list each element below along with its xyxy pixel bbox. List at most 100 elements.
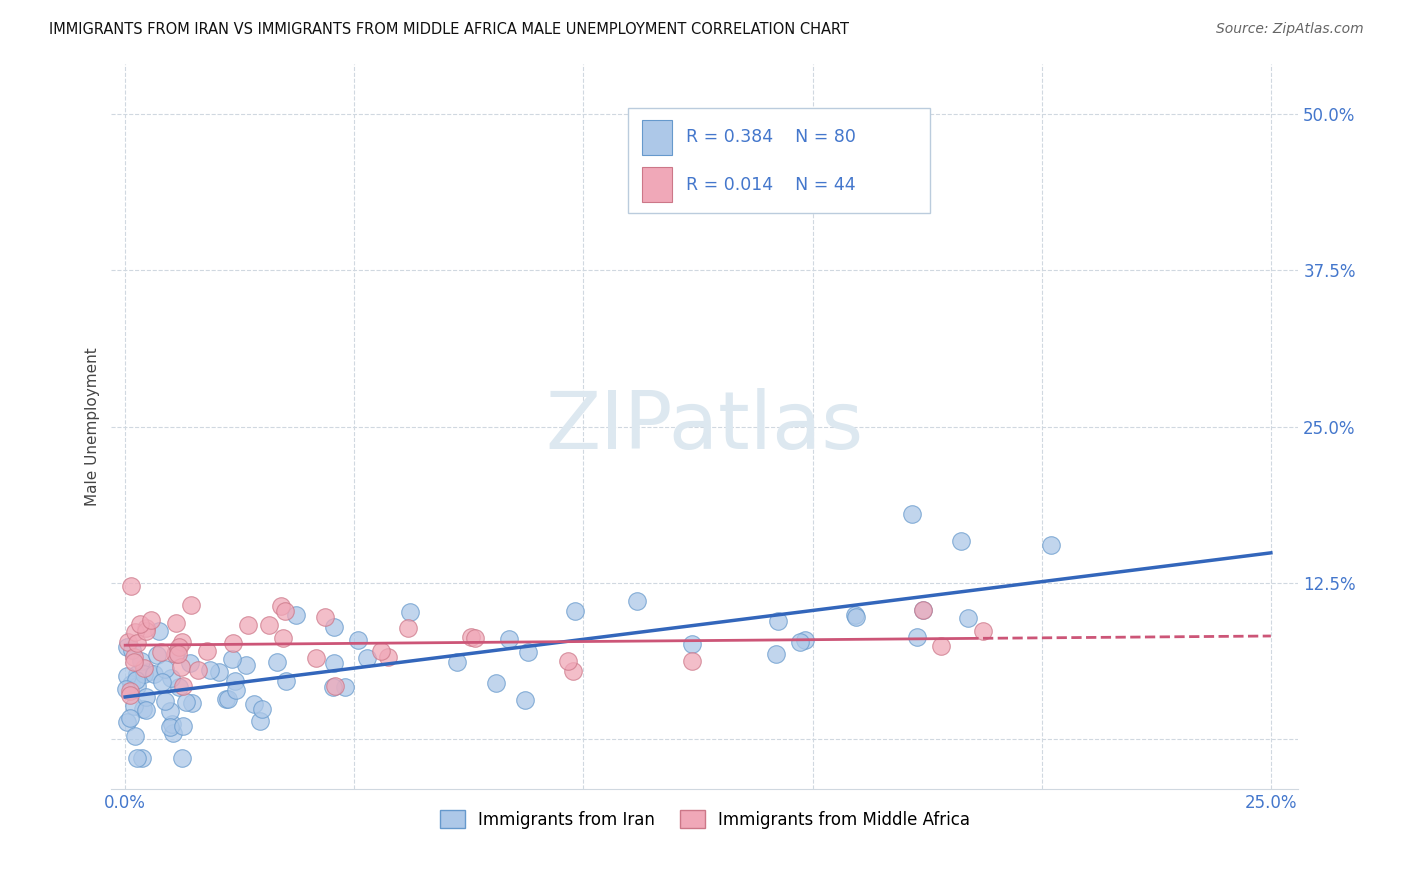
- Point: [172, 719, 194, 733]
- Point: [124, 729, 146, 743]
- Point: [172, 751, 194, 765]
- Point: [170, 660, 193, 674]
- Point: [215, 692, 238, 706]
- Point: [125, 635, 148, 649]
- Point: [766, 614, 789, 628]
- Point: [911, 603, 934, 617]
- Bar: [643, 168, 672, 202]
- Point: [243, 697, 266, 711]
- Point: [911, 603, 934, 617]
- Text: R = 0.384    N = 80: R = 0.384 N = 80: [686, 128, 856, 146]
- Point: [564, 604, 586, 618]
- Point: [399, 605, 422, 619]
- Point: [127, 667, 149, 681]
- Y-axis label: Male Unemployment: Male Unemployment: [86, 347, 100, 506]
- Point: [273, 603, 295, 617]
- Point: [323, 620, 346, 634]
- Point: [844, 608, 866, 623]
- Point: [485, 675, 508, 690]
- Point: [136, 665, 159, 679]
- Point: [115, 668, 138, 682]
- Point: [167, 647, 190, 661]
- Text: R = 0.014    N = 44: R = 0.014 N = 44: [686, 176, 855, 194]
- Point: [957, 611, 980, 625]
- Point: [167, 640, 190, 654]
- Point: [172, 634, 194, 648]
- Point: [235, 658, 257, 673]
- Point: [322, 681, 344, 695]
- Point: [153, 662, 176, 676]
- Point: [200, 663, 222, 677]
- Point: [186, 663, 208, 677]
- Point: [165, 647, 187, 661]
- Point: [115, 714, 138, 729]
- Point: [179, 656, 201, 670]
- Point: [285, 607, 308, 622]
- Point: [152, 675, 174, 690]
- Point: [370, 644, 392, 658]
- Point: [789, 634, 811, 648]
- Point: [125, 751, 148, 765]
- Point: [120, 676, 142, 690]
- Point: [122, 699, 145, 714]
- Point: [135, 703, 157, 717]
- Point: [146, 648, 169, 663]
- Point: [165, 615, 187, 630]
- Point: [122, 649, 145, 664]
- Point: [176, 695, 198, 709]
- Point: [167, 680, 190, 694]
- Point: [765, 647, 787, 661]
- Point: [929, 639, 952, 653]
- Point: [271, 632, 294, 646]
- Point: [257, 617, 280, 632]
- Point: [323, 656, 346, 670]
- Point: [314, 610, 336, 624]
- Point: [195, 644, 218, 658]
- Point: [900, 507, 922, 521]
- Point: [221, 651, 243, 665]
- Point: [129, 616, 152, 631]
- Point: [208, 665, 231, 679]
- FancyBboxPatch shape: [627, 108, 931, 212]
- Point: [681, 637, 703, 651]
- Text: Source: ZipAtlas.com: Source: ZipAtlas.com: [1216, 22, 1364, 37]
- Point: [180, 696, 202, 710]
- Point: [905, 630, 928, 644]
- Point: [515, 693, 537, 707]
- Point: [266, 655, 288, 669]
- Point: [250, 702, 273, 716]
- Point: [114, 681, 136, 696]
- Point: [131, 751, 153, 765]
- Point: [124, 673, 146, 687]
- Point: [733, 182, 755, 196]
- Point: [124, 624, 146, 639]
- Point: [222, 636, 245, 650]
- Point: [135, 624, 157, 638]
- Text: ZIPatlas: ZIPatlas: [546, 388, 863, 466]
- Point: [274, 674, 297, 689]
- Point: [950, 533, 973, 548]
- Text: IMMIGRANTS FROM IRAN VS IMMIGRANTS FROM MIDDLE AFRICA MALE UNEMPLOYMENT CORRELAT: IMMIGRANTS FROM IRAN VS IMMIGRANTS FROM …: [49, 22, 849, 37]
- Point: [135, 621, 157, 635]
- Point: [120, 688, 142, 702]
- Point: [160, 717, 183, 731]
- Point: [249, 714, 271, 729]
- Point: [270, 599, 292, 613]
- Point: [516, 645, 538, 659]
- Point: [464, 632, 486, 646]
- Point: [347, 632, 370, 647]
- Point: [122, 655, 145, 669]
- Point: [159, 704, 181, 718]
- Point: [115, 640, 138, 655]
- Point: [132, 702, 155, 716]
- Point: [460, 630, 482, 644]
- Point: [162, 726, 184, 740]
- Legend: Immigrants from Iran, Immigrants from Middle Africa: Immigrants from Iran, Immigrants from Mi…: [433, 804, 977, 835]
- Point: [1039, 538, 1062, 552]
- Point: [117, 635, 139, 649]
- Point: [165, 648, 187, 662]
- Point: [793, 633, 815, 648]
- Point: [135, 690, 157, 704]
- Point: [121, 578, 143, 592]
- Point: [129, 654, 152, 668]
